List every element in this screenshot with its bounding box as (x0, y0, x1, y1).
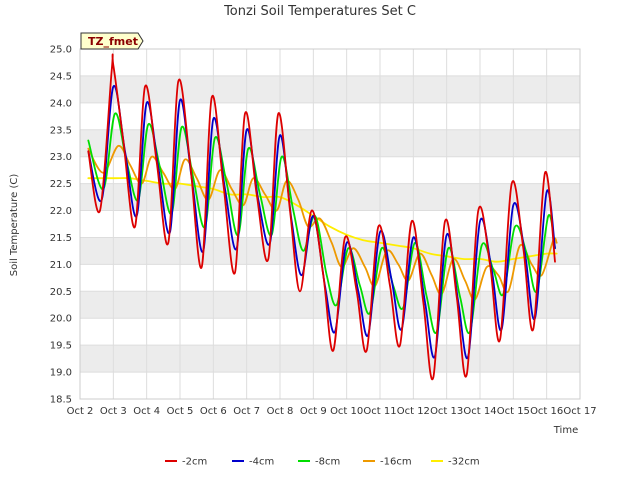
x-tick-label: Oct 16 (530, 406, 563, 417)
y-tick-label: 22.5 (50, 179, 72, 190)
x-tick-label: Oct 8 (267, 406, 294, 417)
y-tick-label: 24.0 (50, 98, 72, 109)
series-layer (87, 53, 558, 381)
plot-band (80, 129, 580, 157)
x-tick-label: Oct 14 (463, 406, 496, 417)
y-tick-label: 19.5 (50, 341, 72, 352)
y-axis-label: Soil Temperature (C) (9, 174, 20, 277)
y-axis-ticks: 18.5 19.0 19.5 20.0 20.5 21.0 21.5 22.0 22.5 23.0… (50, 45, 72, 406)
y-tick-label: 19.0 (50, 368, 72, 379)
plot-band (80, 183, 580, 211)
x-tick-label: Oct 4 (133, 406, 160, 417)
site-tag-box (80, 32, 144, 50)
x-axis-label: Time (553, 425, 578, 436)
site-tag-label: TZ_fmet (88, 35, 138, 48)
y-tick-label: 20.5 (50, 287, 72, 298)
chart-title: Tonzi Soil Temperatures Set C (223, 4, 416, 19)
x-tick-label: Oct 6 (200, 406, 227, 417)
x-tick-label: Oct 7 (233, 406, 260, 417)
plot-frame (79, 48, 581, 400)
y-tick-label: 20.0 (50, 314, 72, 325)
plot-band (80, 75, 580, 103)
y-tick-label: 25.0 (50, 45, 72, 56)
x-tick-label: Oct 13 (430, 406, 463, 417)
y-tick-label: 23.5 (50, 125, 72, 136)
x-axis-ticks: Oct 2 Oct 3 Oct 4 Oct 5 Oct 6 Oct 7 Oct 8 Oct 9… (67, 406, 597, 417)
site-tag: TZ_fmet (80, 32, 144, 50)
plot-band (80, 237, 580, 265)
y-tick-label: 23.0 (50, 152, 72, 163)
legend: -2cm -4cm -8cm -16cm -32cm (165, 457, 480, 468)
x-tick-label: Oct 2 (67, 406, 94, 417)
legend-label: -16cm (380, 457, 412, 468)
y-tick-label: 24.5 (50, 71, 72, 82)
legend-label: -2cm (182, 457, 207, 468)
y-tick-label: 18.5 (50, 395, 72, 406)
legend-label: -4cm (249, 457, 274, 468)
y-tick-label: 21.5 (50, 233, 72, 244)
plot-band (80, 345, 580, 373)
x-tick-label: Oct 17 (563, 406, 596, 417)
x-tick-label: Oct 15 (497, 406, 530, 417)
x-tick-label: Oct 12 (397, 406, 430, 417)
x-tick-label: Oct 11 (363, 406, 396, 417)
series-line-2cmcm (87, 53, 556, 381)
x-tick-label: Oct 9 (300, 406, 327, 417)
x-tick-label: Oct 10 (330, 406, 363, 417)
x-tick-label: Oct 5 (167, 406, 194, 417)
x-tick-label: Oct 3 (100, 406, 127, 417)
y-tick-label: 22.0 (50, 206, 72, 217)
legend-label: -8cm (315, 457, 340, 468)
legend-label: -32cm (448, 457, 480, 468)
y-tick-label: 21.0 (50, 260, 72, 271)
